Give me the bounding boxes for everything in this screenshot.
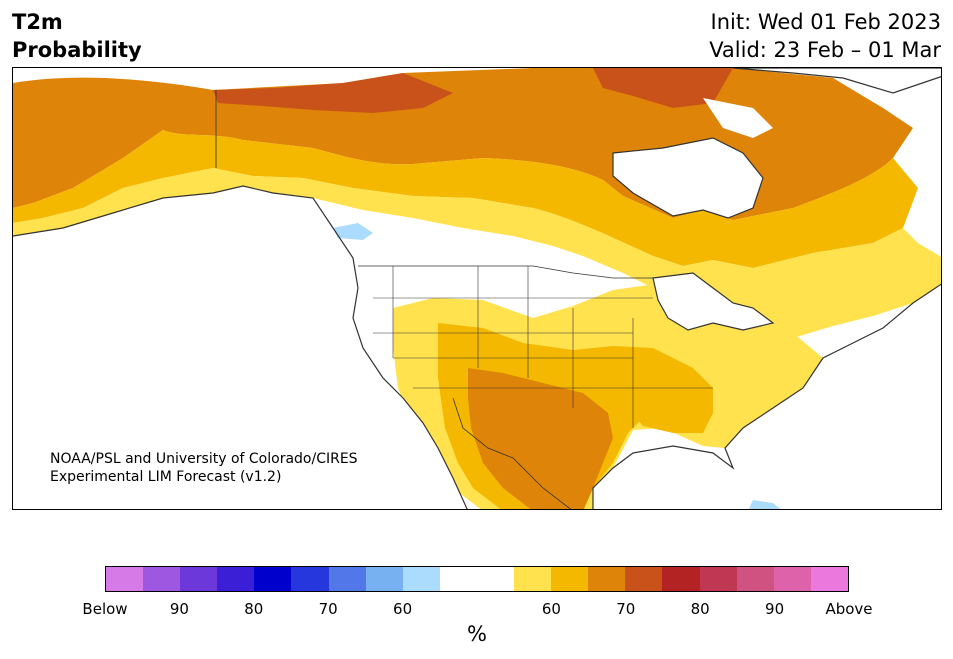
colorbar-tick-label: 60 bbox=[393, 600, 413, 618]
colorbar-cell bbox=[291, 567, 329, 591]
colorbar-cell bbox=[514, 567, 552, 591]
forecast-map: NOAA/PSL and University of Colorado/CIRE… bbox=[12, 67, 942, 510]
colorbar-tick-label: Below bbox=[82, 600, 128, 618]
colorbar-cell bbox=[773, 567, 811, 591]
colorbar-cell bbox=[662, 567, 700, 591]
map-canvas bbox=[13, 68, 941, 509]
baffin-water bbox=[703, 98, 773, 138]
colorbar-cell bbox=[439, 567, 477, 591]
valid-range: Valid: 23 Feb – 01 Mar bbox=[709, 38, 941, 62]
colorbar-cell bbox=[254, 567, 292, 591]
colorbar-cell bbox=[810, 567, 848, 591]
colorbar-tick-label: 90 bbox=[765, 600, 785, 618]
atlantic-ocean bbox=[725, 284, 941, 509]
gulf-of-mexico bbox=[593, 446, 733, 509]
colorbar-cell bbox=[106, 567, 144, 591]
zone-below-60-caribbean bbox=[748, 500, 781, 509]
colorbar-cell bbox=[143, 567, 181, 591]
colorbar-cell bbox=[180, 567, 218, 591]
colorbar-cell bbox=[365, 567, 403, 591]
credit-line-2: Experimental LIM Forecast (v1.2) bbox=[50, 469, 282, 485]
title-line-2: Probability bbox=[12, 38, 142, 62]
colorbar-cell bbox=[625, 567, 663, 591]
pacific-ocean bbox=[13, 186, 468, 509]
colorbar bbox=[105, 566, 849, 592]
borders bbox=[13, 68, 941, 509]
credit-line-1: NOAA/PSL and University of Colorado/CIRE… bbox=[50, 451, 358, 467]
colorbar-cell bbox=[402, 567, 440, 591]
arctic-water bbox=[733, 68, 941, 93]
zone-90-percent-arctic bbox=[213, 73, 453, 113]
colorbar-cell bbox=[699, 567, 737, 591]
colorbar-cell bbox=[328, 567, 366, 591]
colorbar-tick-label: 60 bbox=[541, 600, 561, 618]
colorbar-tick-label: 80 bbox=[244, 600, 264, 618]
great-lakes bbox=[653, 273, 773, 330]
colorbar-tick-label: 90 bbox=[169, 600, 189, 618]
colorbar-tick-label: Above bbox=[825, 600, 873, 618]
zone-70-percent-gulf bbox=[628, 368, 713, 433]
zone-90-percent-arctic-east bbox=[593, 68, 733, 108]
zone-60-percent-north-ring bbox=[13, 130, 918, 268]
colorbar-unit: % bbox=[467, 622, 487, 646]
colorbar-tick-label: 70 bbox=[616, 600, 636, 618]
date-info: Init: Wed 01 Feb 2023 Valid: 23 Feb – 01… bbox=[709, 8, 941, 64]
title-line-1: T2m bbox=[12, 10, 63, 34]
colorbar-cell bbox=[476, 567, 515, 591]
map-title: T2m Probability bbox=[12, 8, 142, 64]
credit-text: NOAA/PSL and University of Colorado/CIRE… bbox=[50, 450, 358, 486]
zone-yellow-canada bbox=[213, 168, 941, 338]
colorbar-cell bbox=[551, 567, 589, 591]
zone-80-percent-texas bbox=[468, 368, 613, 509]
colorbar-tick-label: 80 bbox=[690, 600, 710, 618]
zone-below-60-lake bbox=[333, 223, 373, 240]
colorbar-cell bbox=[588, 567, 626, 591]
zone-yellow-alaska bbox=[13, 168, 243, 236]
colorbar-cell bbox=[217, 567, 255, 591]
init-date: Init: Wed 01 Feb 2023 bbox=[710, 10, 941, 34]
colorbar-tick-label: 70 bbox=[318, 600, 338, 618]
hudson-bay bbox=[613, 138, 763, 218]
colorbar-cell bbox=[736, 567, 774, 591]
